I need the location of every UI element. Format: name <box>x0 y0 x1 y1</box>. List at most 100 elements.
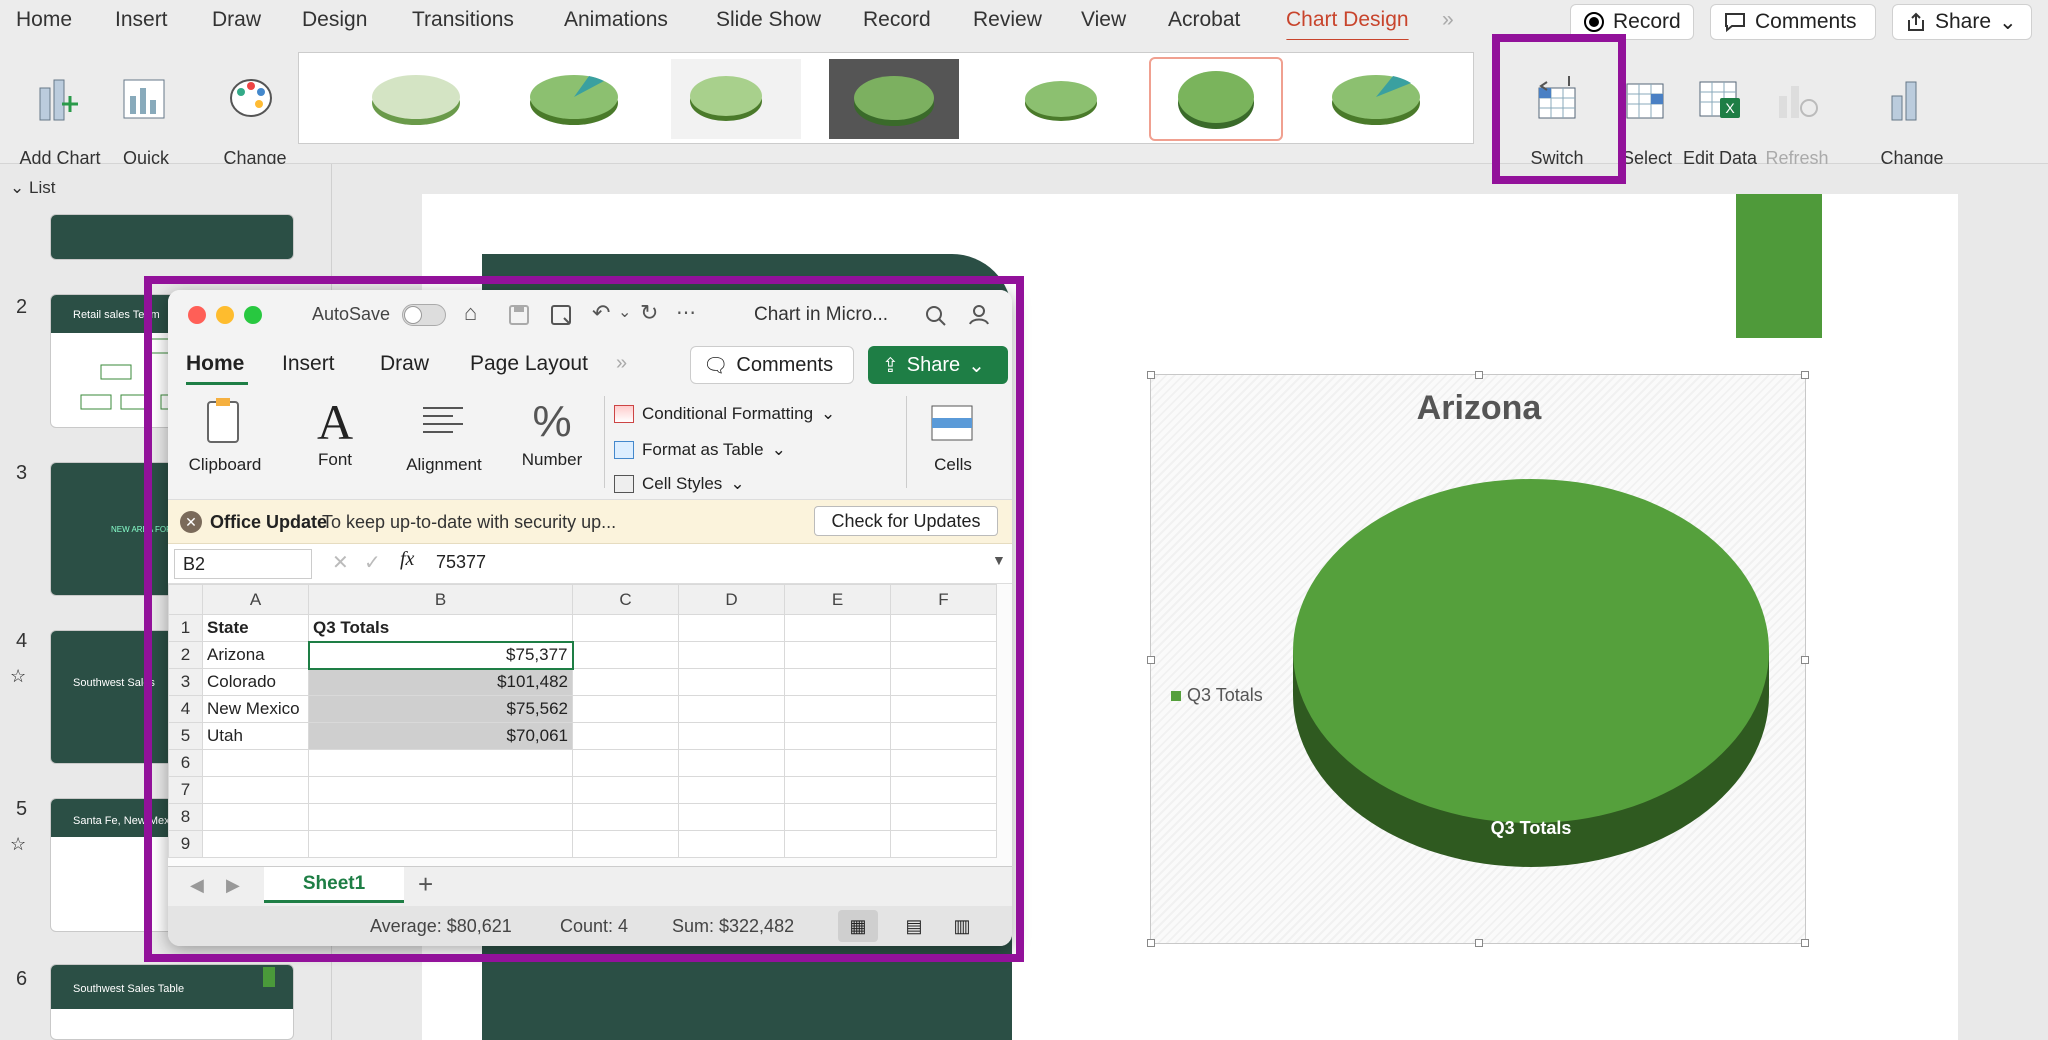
cell[interactable] <box>784 695 891 723</box>
cell[interactable] <box>202 749 309 777</box>
row-header[interactable]: 8 <box>168 803 203 831</box>
comments-button[interactable]: Comments <box>1710 4 1876 40</box>
chart-title[interactable]: Arizona <box>1416 389 1542 427</box>
select-all-corner[interactable] <box>168 584 203 615</box>
excel-tab-draw[interactable]: Draw <box>380 352 430 375</box>
cell[interactable] <box>572 641 679 669</box>
selected-cell[interactable]: $70,061 <box>308 722 573 750</box>
add-sheet-icon[interactable]: + <box>418 869 434 899</box>
dismiss-update-icon[interactable]: ✕ <box>180 511 202 533</box>
sheet-tab-sheet1[interactable]: Sheet1 <box>264 867 404 903</box>
cell[interactable] <box>890 749 997 777</box>
cell[interactable] <box>890 668 997 696</box>
excel-comments-button[interactable]: 🗨 Comments <box>690 346 854 384</box>
cell[interactable] <box>202 830 309 858</box>
cell-styles-button[interactable]: Cell Styles ⌄ <box>614 474 745 494</box>
share-button[interactable]: Share ⌄ <box>1892 4 2032 40</box>
cell[interactable] <box>678 722 785 750</box>
slide-thumbnail-1[interactable] <box>50 214 294 260</box>
pie-chart-frame[interactable]: Arizona Q3 Totals Q3 Totals <box>1147 371 1809 947</box>
enter-icon[interactable]: ✓ <box>364 552 381 574</box>
tab-acrobat[interactable]: Acrobat <box>1168 8 1241 31</box>
cell[interactable] <box>572 668 679 696</box>
cell[interactable] <box>784 776 891 804</box>
row-header[interactable]: 1 <box>168 614 203 642</box>
cell[interactable] <box>678 641 785 669</box>
column-header[interactable]: A <box>202 584 309 615</box>
chart-style-5[interactable] <box>991 59 1121 139</box>
zoom-window-button[interactable] <box>244 306 262 324</box>
column-header[interactable]: B <box>308 584 573 615</box>
resize-handle[interactable] <box>1147 656 1155 664</box>
chart-style-4[interactable] <box>829 59 959 139</box>
tab-transitions[interactable]: Transitions <box>412 8 514 31</box>
cell[interactable]: Q3 Totals <box>308 614 573 642</box>
chart-style-3[interactable] <box>671 59 801 139</box>
slide-thumbnail-6[interactable]: Southwest Sales Table <box>50 964 294 1040</box>
column-header[interactable]: E <box>784 584 891 615</box>
cell[interactable] <box>308 776 573 804</box>
excel-tab-page-layout[interactable]: Page Layout <box>470 352 588 375</box>
number-format-button[interactable]: % Number <box>512 394 592 470</box>
check-for-updates-button[interactable]: Check for Updates <box>814 506 998 536</box>
cell[interactable] <box>678 614 785 642</box>
cell[interactable] <box>572 722 679 750</box>
cell[interactable] <box>678 749 785 777</box>
resize-handle[interactable] <box>1475 371 1483 379</box>
cell[interactable] <box>784 830 891 858</box>
cell[interactable] <box>572 803 679 831</box>
excel-tab-home[interactable]: Home <box>186 352 245 375</box>
column-header[interactable]: F <box>890 584 997 615</box>
pie-slice-0[interactable] <box>1293 479 1769 823</box>
more-tabs-icon[interactable]: » <box>1442 8 1454 31</box>
chart-legend[interactable]: Q3 Totals <box>1171 685 1263 706</box>
excel-window[interactable]: AutoSave ⌂ ↶ ⌄ ↻ ⋯ Chart in Micro... Hom… <box>168 290 1012 946</box>
tab-record[interactable]: Record <box>863 8 931 31</box>
cell[interactable] <box>890 830 997 858</box>
cell[interactable] <box>678 803 785 831</box>
more-options-icon[interactable]: ⋯ <box>676 302 696 324</box>
formula-input[interactable]: 75377 <box>436 552 487 572</box>
format-as-table-button[interactable]: Format as Table ⌄ <box>614 440 786 460</box>
tab-draw[interactable]: Draw <box>212 8 262 31</box>
home-icon[interactable]: ⌂ <box>464 300 478 325</box>
tab-slide-show[interactable]: Slide Show <box>716 8 822 31</box>
chart-style-7[interactable] <box>1311 59 1441 139</box>
cell[interactable] <box>572 830 679 858</box>
tab-view[interactable]: View <box>1081 8 1127 31</box>
cell[interactable] <box>890 776 997 804</box>
autosave-toggle[interactable] <box>402 304 446 326</box>
resize-handle[interactable] <box>1801 656 1809 664</box>
tab-home[interactable]: Home <box>16 8 73 31</box>
row-header[interactable]: 2 <box>168 641 203 669</box>
page-layout-view-icon[interactable]: ▤ <box>905 916 923 936</box>
selected-cell[interactable]: $101,482 <box>308 668 573 696</box>
tab-chart-design[interactable]: Chart Design <box>1286 8 1409 42</box>
row-header[interactable]: 7 <box>168 776 203 804</box>
search-icon[interactable] <box>924 304 948 328</box>
cell[interactable] <box>202 803 309 831</box>
normal-view-icon[interactable]: ▦ <box>838 910 878 942</box>
resize-handle[interactable] <box>1147 371 1155 379</box>
close-window-button[interactable] <box>188 306 206 324</box>
tab-animations[interactable]: Animations <box>564 8 668 31</box>
save-icon[interactable] <box>508 304 530 326</box>
clipboard-button[interactable]: Clipboard <box>182 394 268 475</box>
cell[interactable]: Utah <box>202 722 309 750</box>
excel-tab-insert[interactable]: Insert <box>282 352 335 375</box>
cell[interactable] <box>890 641 997 669</box>
selected-cell[interactable]: $75,562 <box>308 695 573 723</box>
cell[interactable] <box>890 803 997 831</box>
account-icon[interactable] <box>968 302 996 328</box>
column-header[interactable]: C <box>572 584 679 615</box>
excel-share-button[interactable]: ⇪ Share ⌄ <box>868 346 1008 384</box>
cell[interactable] <box>784 668 891 696</box>
scroll-sheets-right-icon[interactable]: ▶ <box>226 875 240 895</box>
tab-design[interactable]: Design <box>302 8 368 31</box>
resize-handle[interactable] <box>1475 939 1483 947</box>
active-cell[interactable]: $75,377 <box>307 640 574 670</box>
chart-style-6-selected[interactable] <box>1149 57 1283 141</box>
cell[interactable] <box>678 695 785 723</box>
tab-review[interactable]: Review <box>973 8 1042 31</box>
cell[interactable] <box>784 641 891 669</box>
